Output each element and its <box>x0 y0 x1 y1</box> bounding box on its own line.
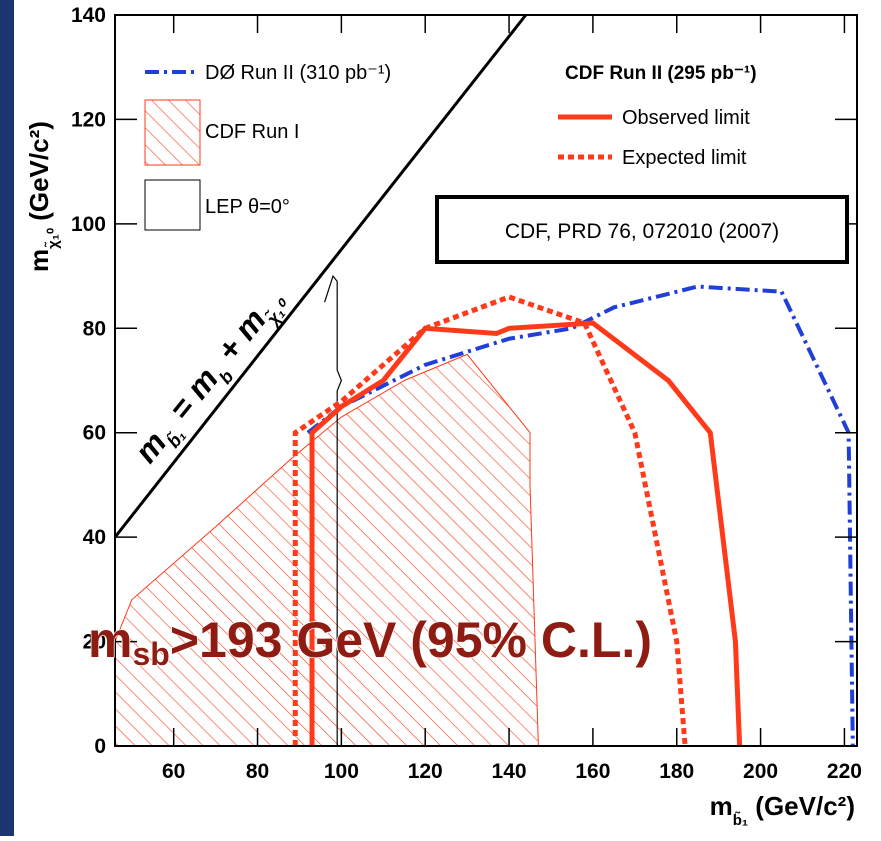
limit-line <box>292 294 688 746</box>
label-part: m <box>88 612 132 668</box>
side-strip <box>0 0 14 836</box>
limit-line <box>309 320 743 746</box>
legend-swatch <box>144 179 201 231</box>
label-part: (GeV/c²) <box>24 121 54 228</box>
x-tick-label: 120 <box>408 760 443 783</box>
plot-frame <box>114 14 858 747</box>
label-subscript: sb <box>132 636 169 672</box>
x-tick-label: 100 <box>324 760 359 783</box>
x-tick-label: 140 <box>492 760 527 783</box>
y-tick-label: 40 <box>83 526 106 549</box>
y-tick-label: 20 <box>83 631 106 654</box>
legend-label: CDF Run I <box>205 121 299 143</box>
label-part: m <box>24 249 54 272</box>
x-tick-label: 60 <box>162 760 185 783</box>
x-tick-label: 80 <box>246 760 269 783</box>
y-tick-label: 140 <box>71 4 106 27</box>
y-tick-label: 0 <box>94 735 106 758</box>
x-axis-label: mb̃₁ (GeV/c²) <box>710 791 855 829</box>
y-tick-label: 120 <box>71 108 106 131</box>
kinematic-line <box>115 15 528 539</box>
x-tick-label: 180 <box>659 760 694 783</box>
reference-text: CDF, PRD 76, 072010 (2007) <box>505 220 779 243</box>
reference-box <box>435 195 849 264</box>
label-subscript: χ̃₁⁰ <box>44 228 62 249</box>
legend-swatch <box>144 99 201 166</box>
hatched-region <box>115 353 539 746</box>
label-part: >193 GeV (95% C.L.) <box>170 612 652 668</box>
label-part: (GeV/c²) <box>748 791 855 821</box>
limit-line <box>306 284 855 746</box>
label-part: m <box>710 791 733 821</box>
legend-label: Observed limit <box>622 107 750 129</box>
legend-label: DØ Run II (310 pb⁻¹) <box>205 62 391 84</box>
legend-title: CDF Run II (295 pb⁻¹) <box>565 63 757 84</box>
label-subscript: b̃₁ <box>733 811 748 829</box>
legend-label: LEP θ=0° <box>205 196 290 218</box>
limit-line <box>324 274 343 746</box>
x-tick-label: 220 <box>827 760 862 783</box>
plot-area <box>115 15 855 746</box>
y-tick-label: 80 <box>83 317 106 340</box>
y-tick-label: 100 <box>71 213 106 236</box>
legend-label: Expected limit <box>622 147 747 169</box>
x-tick-label: 200 <box>743 760 778 783</box>
result-text: msb>193 GeV (95% C.L.) <box>88 612 652 672</box>
y-axis-label: mχ̃₁⁰ (GeV/c²) <box>24 121 62 272</box>
x-tick-label: 160 <box>575 760 610 783</box>
y-tick-label: 60 <box>83 422 106 445</box>
